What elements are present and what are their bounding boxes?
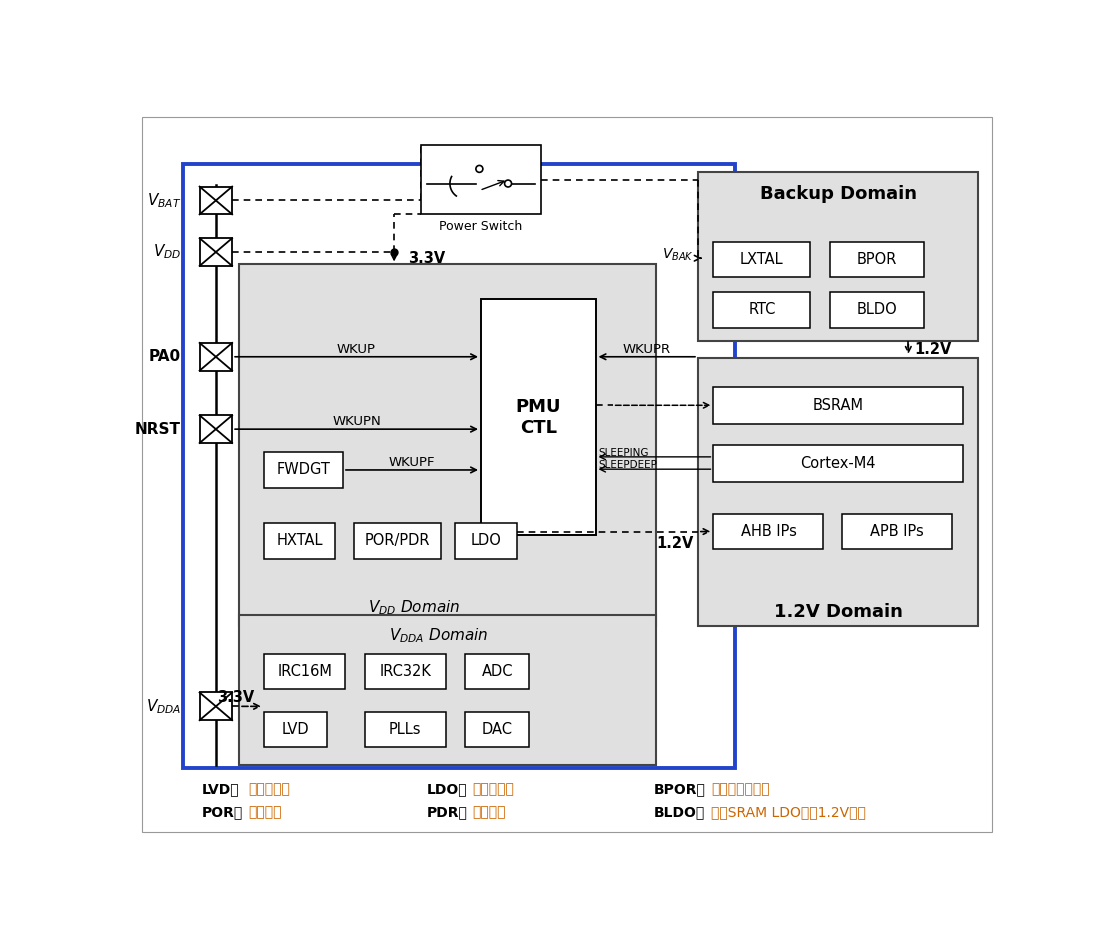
Bar: [199, 692, 232, 720]
Text: 採电复低: 採电复低: [473, 806, 506, 820]
Text: 1.2V Domain: 1.2V Domain: [774, 604, 902, 622]
Bar: [239, 615, 656, 765]
Text: AHB IPs: AHB IPs: [741, 524, 796, 539]
Text: 备份SRAM LDO输出1.2V电压: 备份SRAM LDO输出1.2V电压: [711, 806, 866, 820]
Circle shape: [505, 180, 511, 187]
Bar: [713, 292, 810, 328]
Bar: [184, 163, 735, 768]
Text: BPOR: BPOR: [857, 253, 897, 268]
Text: $V_{DDA}$: $V_{DDA}$: [146, 697, 182, 716]
Bar: [713, 444, 963, 482]
Text: $V_{BAK}$: $V_{BAK}$: [662, 246, 694, 263]
Text: Backup Domain: Backup Domain: [759, 185, 917, 203]
Text: $V_{BAT}$: $V_{BAT}$: [147, 192, 182, 209]
Text: LVD：: LVD：: [201, 782, 239, 796]
Text: PMU
CTL: PMU CTL: [516, 398, 561, 437]
Bar: [829, 242, 924, 277]
Bar: [713, 387, 963, 423]
Circle shape: [476, 165, 483, 173]
Text: BLDO：: BLDO：: [654, 806, 705, 820]
Text: 3.3V: 3.3V: [408, 251, 445, 266]
Text: BSRAM: BSRAM: [813, 398, 863, 413]
Text: LDO：: LDO：: [426, 782, 467, 796]
Text: LVD: LVD: [282, 722, 310, 737]
Bar: [455, 523, 517, 559]
Text: POR：: POR：: [201, 806, 244, 820]
Text: BLDO: BLDO: [857, 302, 898, 317]
Bar: [364, 654, 446, 689]
Text: IRC32K: IRC32K: [380, 664, 432, 679]
Text: 上电复低: 上电复低: [248, 806, 281, 820]
Text: $V_{DD}$ Domain: $V_{DD}$ Domain: [369, 598, 461, 617]
Text: PA0: PA0: [148, 349, 182, 364]
Text: LDO: LDO: [470, 533, 501, 548]
Text: RTC: RTC: [748, 302, 776, 317]
Text: SLEEPING: SLEEPING: [599, 448, 649, 458]
Text: PLLs: PLLs: [390, 722, 422, 737]
Bar: [465, 654, 529, 689]
Bar: [713, 514, 824, 549]
Text: SLEEPDEEP: SLEEPDEEP: [599, 460, 658, 470]
Text: IRC16M: IRC16M: [277, 664, 332, 679]
Bar: [697, 359, 979, 626]
Text: NRST: NRST: [135, 422, 182, 437]
Text: LXTAL: LXTAL: [741, 253, 784, 268]
Bar: [697, 172, 979, 342]
Text: PDR：: PDR：: [426, 806, 467, 820]
Bar: [263, 453, 343, 487]
Text: 低压检测器: 低压检测器: [248, 782, 290, 796]
Text: WKUPN: WKUPN: [332, 415, 381, 428]
Text: HXTAL: HXTAL: [277, 533, 323, 548]
Bar: [465, 712, 529, 747]
Bar: [421, 145, 541, 214]
Text: APB IPs: APB IPs: [870, 524, 924, 539]
Text: WKUPR: WKUPR: [623, 343, 671, 356]
Bar: [364, 712, 446, 747]
Bar: [263, 712, 328, 747]
Text: Cortex-M4: Cortex-M4: [800, 455, 876, 470]
Bar: [199, 239, 232, 266]
Text: 1.2V: 1.2V: [656, 536, 694, 551]
Text: POR/PDR: POR/PDR: [364, 533, 430, 548]
Bar: [842, 514, 952, 549]
Bar: [829, 292, 924, 328]
Bar: [480, 299, 596, 535]
Bar: [354, 523, 441, 559]
Text: $V_{DD}$: $V_{DD}$: [153, 242, 182, 261]
Bar: [199, 415, 232, 443]
Bar: [199, 187, 232, 214]
Text: 1.2V: 1.2V: [914, 343, 952, 358]
Bar: [239, 265, 656, 626]
Bar: [713, 242, 810, 277]
Text: 3.3V: 3.3V: [217, 689, 255, 704]
Text: $V_{DDA}$ Domain: $V_{DDA}$ Domain: [390, 626, 489, 645]
Text: DAC: DAC: [482, 722, 513, 737]
Text: WKUPF: WKUPF: [389, 455, 435, 469]
Bar: [263, 523, 335, 559]
Bar: [199, 343, 232, 371]
Text: BPOR：: BPOR：: [654, 782, 705, 796]
Text: WKUP: WKUP: [337, 343, 376, 356]
Text: Power Switch: Power Switch: [439, 220, 523, 233]
Text: 备份域上电复低: 备份域上电复低: [711, 782, 769, 796]
Bar: [263, 654, 345, 689]
Text: 电压调节器: 电压调节器: [473, 782, 515, 796]
Text: ADC: ADC: [482, 664, 513, 679]
Text: FWDGT: FWDGT: [277, 463, 330, 477]
